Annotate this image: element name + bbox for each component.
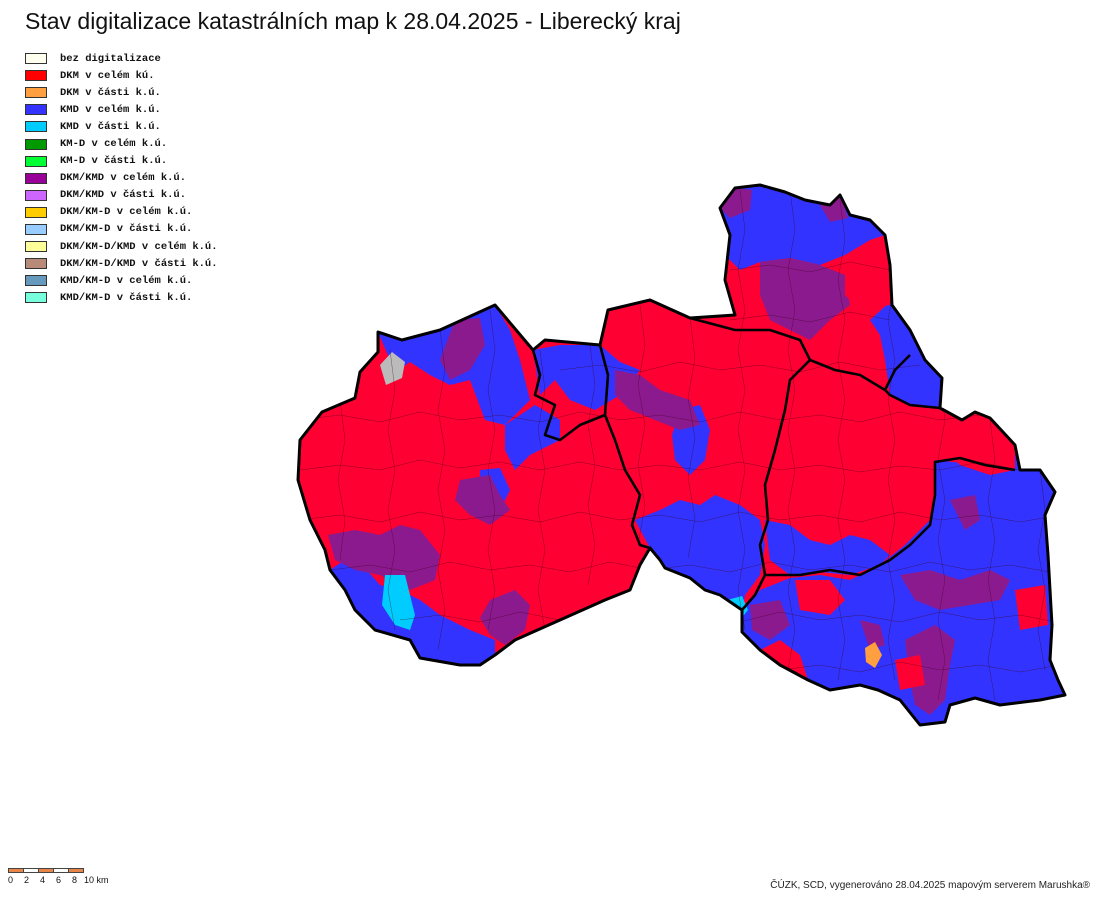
legend-item: DKM v celém kú. [25, 67, 218, 84]
legend-item: KMD v celém k.ú. [25, 101, 218, 118]
scale-bar-segments [8, 868, 118, 873]
dkm-kmd-area-central [615, 370, 700, 430]
legend-swatch [25, 155, 47, 167]
kmd-area-center-east [765, 520, 890, 575]
cadastral-boundaries [299, 189, 1061, 701]
legend-item: bez digitalizace [25, 50, 218, 67]
legend-label: DKM/KM-D/KMD v části k.ú. [60, 257, 218, 270]
legend-swatch [25, 292, 47, 304]
legend-label: DKM/KMD v části k.ú. [60, 189, 187, 202]
map-fill [298, 185, 1065, 725]
legend-item: DKM/KM-D/KMD v části k.ú. [25, 255, 218, 272]
dkm-kmd-area-west [455, 475, 510, 525]
dkm-patch-east-2 [1015, 585, 1048, 630]
legend-swatch [25, 121, 47, 133]
legend-swatch [25, 53, 47, 65]
dkm-kmd-area-north-top-1 [720, 188, 752, 218]
legend-item: DKM/KM-D v části k.ú. [25, 221, 218, 238]
legend-label: DKM/KM-D v celém k.ú. [60, 206, 193, 219]
dkm-patch-northeast [845, 235, 892, 310]
scale-bar-label: 10 km [84, 875, 109, 885]
dkm-kmd-area-south-3 [750, 600, 790, 640]
legend-item: DKM/KMD v části k.ú. [25, 187, 218, 204]
scale-bar-label: 8 [72, 875, 78, 885]
legend-swatch [25, 189, 47, 201]
legend: bez digitalizace DKM v celém kú. DKM v čás… [25, 50, 218, 306]
legend-label: DKM v části k.ú. [60, 86, 161, 99]
kmd-part-area-southwest [382, 575, 415, 630]
scale-bar-label: 0 [8, 875, 14, 885]
legend-swatch [25, 206, 47, 218]
scale-bar-segment [23, 868, 39, 873]
scale-bar-label: 6 [56, 875, 62, 885]
map-title: Stav digitalizace katastrálních map k 28… [25, 8, 681, 34]
legend-label: DKM/KM-D/KMD v celém k.ú. [60, 240, 218, 253]
dkm-kmd-area-southwest [328, 525, 440, 590]
legend-swatch [25, 138, 47, 150]
kmd-area-central-south [635, 495, 765, 610]
legend-swatch [25, 275, 47, 287]
legend-item: DKM/KM-D v celém k.ú. [25, 204, 218, 221]
legend-label: DKM/KMD v celém k.ú. [60, 172, 187, 185]
legend-label: KMD v části k.ú. [60, 120, 161, 133]
scale-bar-segment [68, 868, 84, 873]
legend-label: KMD/KM-D v celém k.ú. [60, 274, 193, 287]
legend-item: DKM/KM-D/KMD v celém k.ú. [25, 238, 218, 255]
legend-item: DKM/KMD v celém k.ú. [25, 170, 218, 187]
kmd-area-northeast [870, 300, 942, 408]
legend-swatch [25, 104, 47, 116]
legend-label: KM-D v části k.ú. [60, 155, 168, 168]
legend-swatch [25, 241, 47, 253]
legend-label: DKM v celém kú. [60, 69, 155, 82]
scale-bar-segment [38, 868, 54, 873]
map-credit: ČÚZK, SCD, vygenerováno 28.04.2025 mapov… [770, 880, 1090, 891]
scale-bar: 0 2 4 6 8 10 km [8, 868, 118, 887]
dkm-part-area [865, 642, 882, 668]
dkm-kmd-area-north [760, 258, 850, 340]
legend-item: KM-D v části k.ú. [25, 153, 218, 170]
scale-bar-segment [53, 868, 69, 873]
kmd-area-east [742, 445, 1065, 725]
legend-item: KMD v části k.ú. [25, 118, 218, 135]
dkm-kmd-area-south-2 [860, 620, 885, 650]
dkm-kmd-area-south-center [905, 625, 955, 715]
legend-item: DKM v části k.ú. [25, 84, 218, 101]
legend-label: DKM/KM-D v části k.ú. [60, 223, 193, 236]
district-borders [531, 316, 1016, 611]
legend-swatch [25, 70, 47, 82]
region-map [296, 183, 1067, 727]
scale-bar-labels: 0 2 4 6 8 10 km [8, 875, 118, 887]
kmd-area-central-strip [505, 405, 560, 470]
dkm-patch-southeast [760, 640, 808, 680]
legend-label: KMD v celém k.ú. [60, 103, 161, 116]
legend-label: KMD/KM-D v části k.ú. [60, 291, 193, 304]
legend-swatch [25, 87, 47, 99]
dkm-kmd-area-northwest [440, 318, 485, 380]
dkm-patch-east-4 [795, 580, 845, 615]
dkm-patch-east-3 [895, 655, 925, 690]
scale-bar-label: 4 [40, 875, 46, 885]
legend-label: bez digitalizace [60, 52, 161, 65]
region-outline [296, 183, 1067, 727]
legend-item: KMD/KM-D v celém k.ú. [25, 272, 218, 289]
legend-swatch [25, 172, 47, 184]
legend-swatch [25, 223, 47, 235]
scale-bar-label: 2 [24, 875, 30, 885]
scale-bar-segment [8, 868, 24, 873]
legend-item: KMD/KM-D v části k.ú. [25, 289, 218, 306]
kmd-area-central-north [533, 345, 640, 410]
dkm-kmd-area-southeast [900, 570, 1010, 610]
legend-swatch [25, 258, 47, 270]
legend-item: KM-D v celém k.ú. [25, 135, 218, 152]
legend-label: KM-D v celém k.ú. [60, 138, 168, 151]
dkm-kmd-area-east [950, 495, 980, 530]
